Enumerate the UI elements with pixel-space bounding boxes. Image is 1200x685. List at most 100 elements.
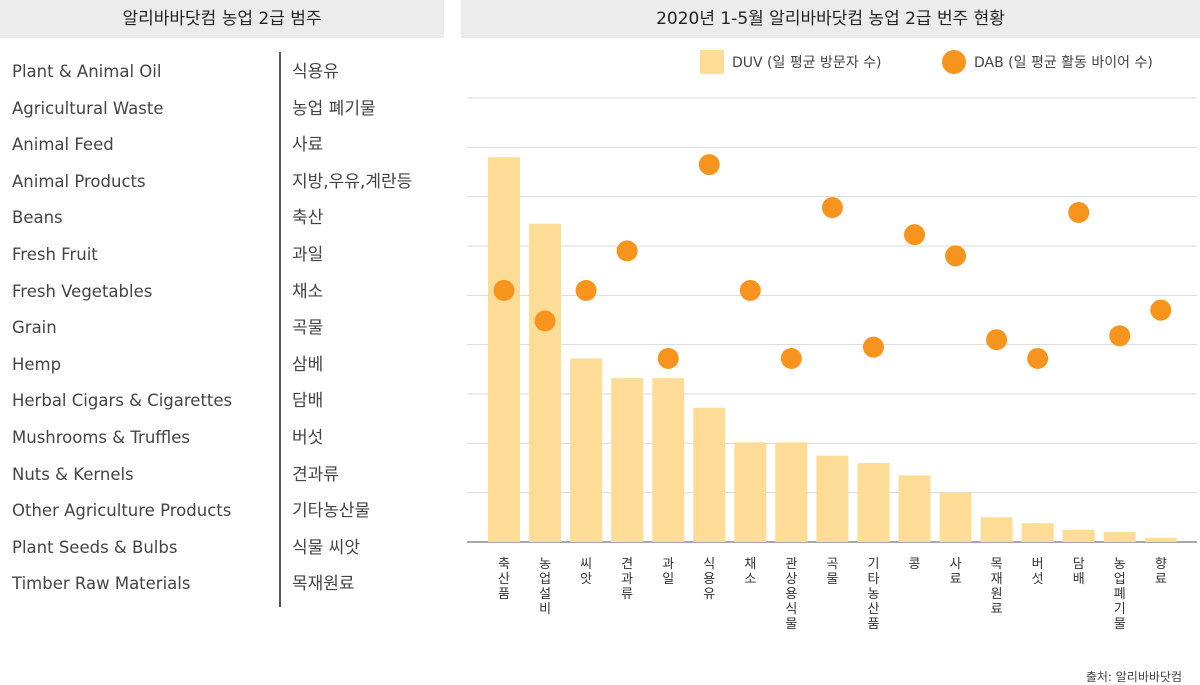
point-dab [945, 245, 967, 267]
category-korean: 곡물 [292, 318, 324, 339]
category-english: Hemp [12, 354, 62, 374]
category-korean: 채소 [292, 281, 324, 302]
bar-duv [1144, 538, 1177, 542]
point-dab [698, 154, 720, 176]
category-row: Animal Feed 사료 [12, 127, 452, 163]
category-english: Plant Seeds & Bulbs [12, 537, 178, 557]
bar-duv [939, 492, 972, 542]
category-korean: 사료 [292, 135, 324, 156]
category-english: Other Agriculture Products [12, 501, 232, 521]
bar-duv [898, 475, 931, 542]
category-english: Beans [12, 208, 63, 228]
point-dab [904, 224, 925, 246]
category-english: Grain [12, 318, 57, 338]
category-row: Plant Seeds & Bulbs 식물 씨앗 [12, 530, 452, 566]
category-english: Herbal Cigars & Cigarettes [12, 391, 233, 411]
category-korean: 기타농산물 [292, 501, 371, 522]
bar-duv [611, 378, 644, 542]
category-korean: 견과류 [292, 464, 339, 485]
category-english: Animal Feed [12, 135, 114, 155]
category-korean: 축산 [292, 208, 324, 229]
chart-area: 축 산 품 농 업 설 비 씨 앗 견 과 류 과 일 식 용 유 채 소 관 상 용 식 물 곡 물 기 타 농 산 품 콩 사 료 목 재 원 료 버 섯… [467, 50, 1197, 632]
bar-duv [1021, 523, 1054, 542]
category-row: Agricultural Waste 농업 폐기물 [12, 91, 452, 127]
bar-duv [734, 442, 767, 542]
category-row: Mushrooms & Truffles 버섯 [12, 420, 452, 456]
point-dab [657, 347, 679, 369]
bar-duv [775, 442, 808, 542]
category-row: Plant & Animal Oil 식용유 [12, 54, 452, 90]
table-divider [279, 52, 281, 607]
category-row: Fresh Vegetables 채소 [12, 274, 452, 310]
category-korean: 목재원료 [292, 574, 355, 595]
point-dab [493, 279, 515, 301]
legend-label-dab: DAB (일 평균 활동 바이어 수) [974, 55, 1153, 71]
point-dab [1109, 325, 1131, 347]
x-tick-label: 콩 [909, 557, 921, 572]
category-korean: 과일 [292, 245, 324, 265]
point-dab [986, 329, 1008, 351]
source-note: 출처: 알리바바닷컴 [1085, 670, 1182, 684]
category-row: Nuts & Kernels 견과류 [12, 457, 452, 493]
category-english: Animal Products [12, 171, 146, 191]
category-korean: 농업 폐기물 [292, 98, 376, 119]
category-english: Nuts & Kernels [12, 464, 134, 484]
category-row: Grain 곡물 [12, 310, 452, 346]
category-english: Fresh Vegetables [12, 281, 153, 301]
category-row: Timber Raw Materials 목재원료 [12, 566, 452, 602]
category-row: Beans 축산 [12, 200, 452, 236]
bar-duv [652, 378, 685, 542]
point-dab [821, 197, 843, 219]
chart-title: 2020년 1-5월 알리바바닷컴 농업 2급 번주 현황 [461, 0, 1200, 38]
category-english: Agricultural Waste [12, 98, 164, 118]
category-korean: 식물 씨앗 [292, 537, 360, 558]
category-row: Fresh Fruit 과일 [12, 237, 452, 273]
category-english: Timber Raw Materials [12, 574, 191, 594]
legend-label-duv: DUV (일 평균 방문자 수) [732, 55, 882, 71]
legend-swatch-duv [700, 50, 724, 74]
point-dab [780, 347, 802, 369]
bar-duv [1062, 529, 1095, 542]
bar-duv [693, 407, 726, 542]
point-dab [1150, 299, 1172, 321]
category-english: Fresh Fruit [12, 245, 98, 264]
category-english: Mushrooms & Truffles [12, 428, 190, 447]
bar-duv [980, 517, 1013, 542]
left-panel-header: 알리바바닷컴 농업 2급 범주 [0, 0, 444, 38]
bar-duv [529, 223, 562, 543]
category-english: Plant & Animal Oil [12, 62, 162, 81]
category-table: Plant & Animal Oil 식용유 Agricultural Waste 농… [12, 54, 452, 614]
bar-duv [1103, 532, 1136, 542]
point-dab [1027, 347, 1049, 369]
point-dab [862, 336, 884, 358]
category-korean: 담배 [292, 391, 324, 412]
category-korean: 버섯 [292, 428, 324, 448]
point-dab [575, 279, 597, 301]
point-dab [1068, 201, 1090, 223]
category-korean: 식용유 [292, 62, 339, 82]
bar-duv [570, 358, 603, 542]
category-row: Hemp 삼베 [12, 347, 452, 383]
bar-duv [816, 455, 849, 542]
category-korean: 삼베 [292, 354, 324, 375]
bar-duv [488, 157, 520, 542]
category-row: Animal Products 지방,우유,계란등 [12, 164, 452, 200]
category-row: Herbal Cigars & Cigarettes 담배 [12, 383, 452, 419]
point-dab [616, 240, 638, 262]
